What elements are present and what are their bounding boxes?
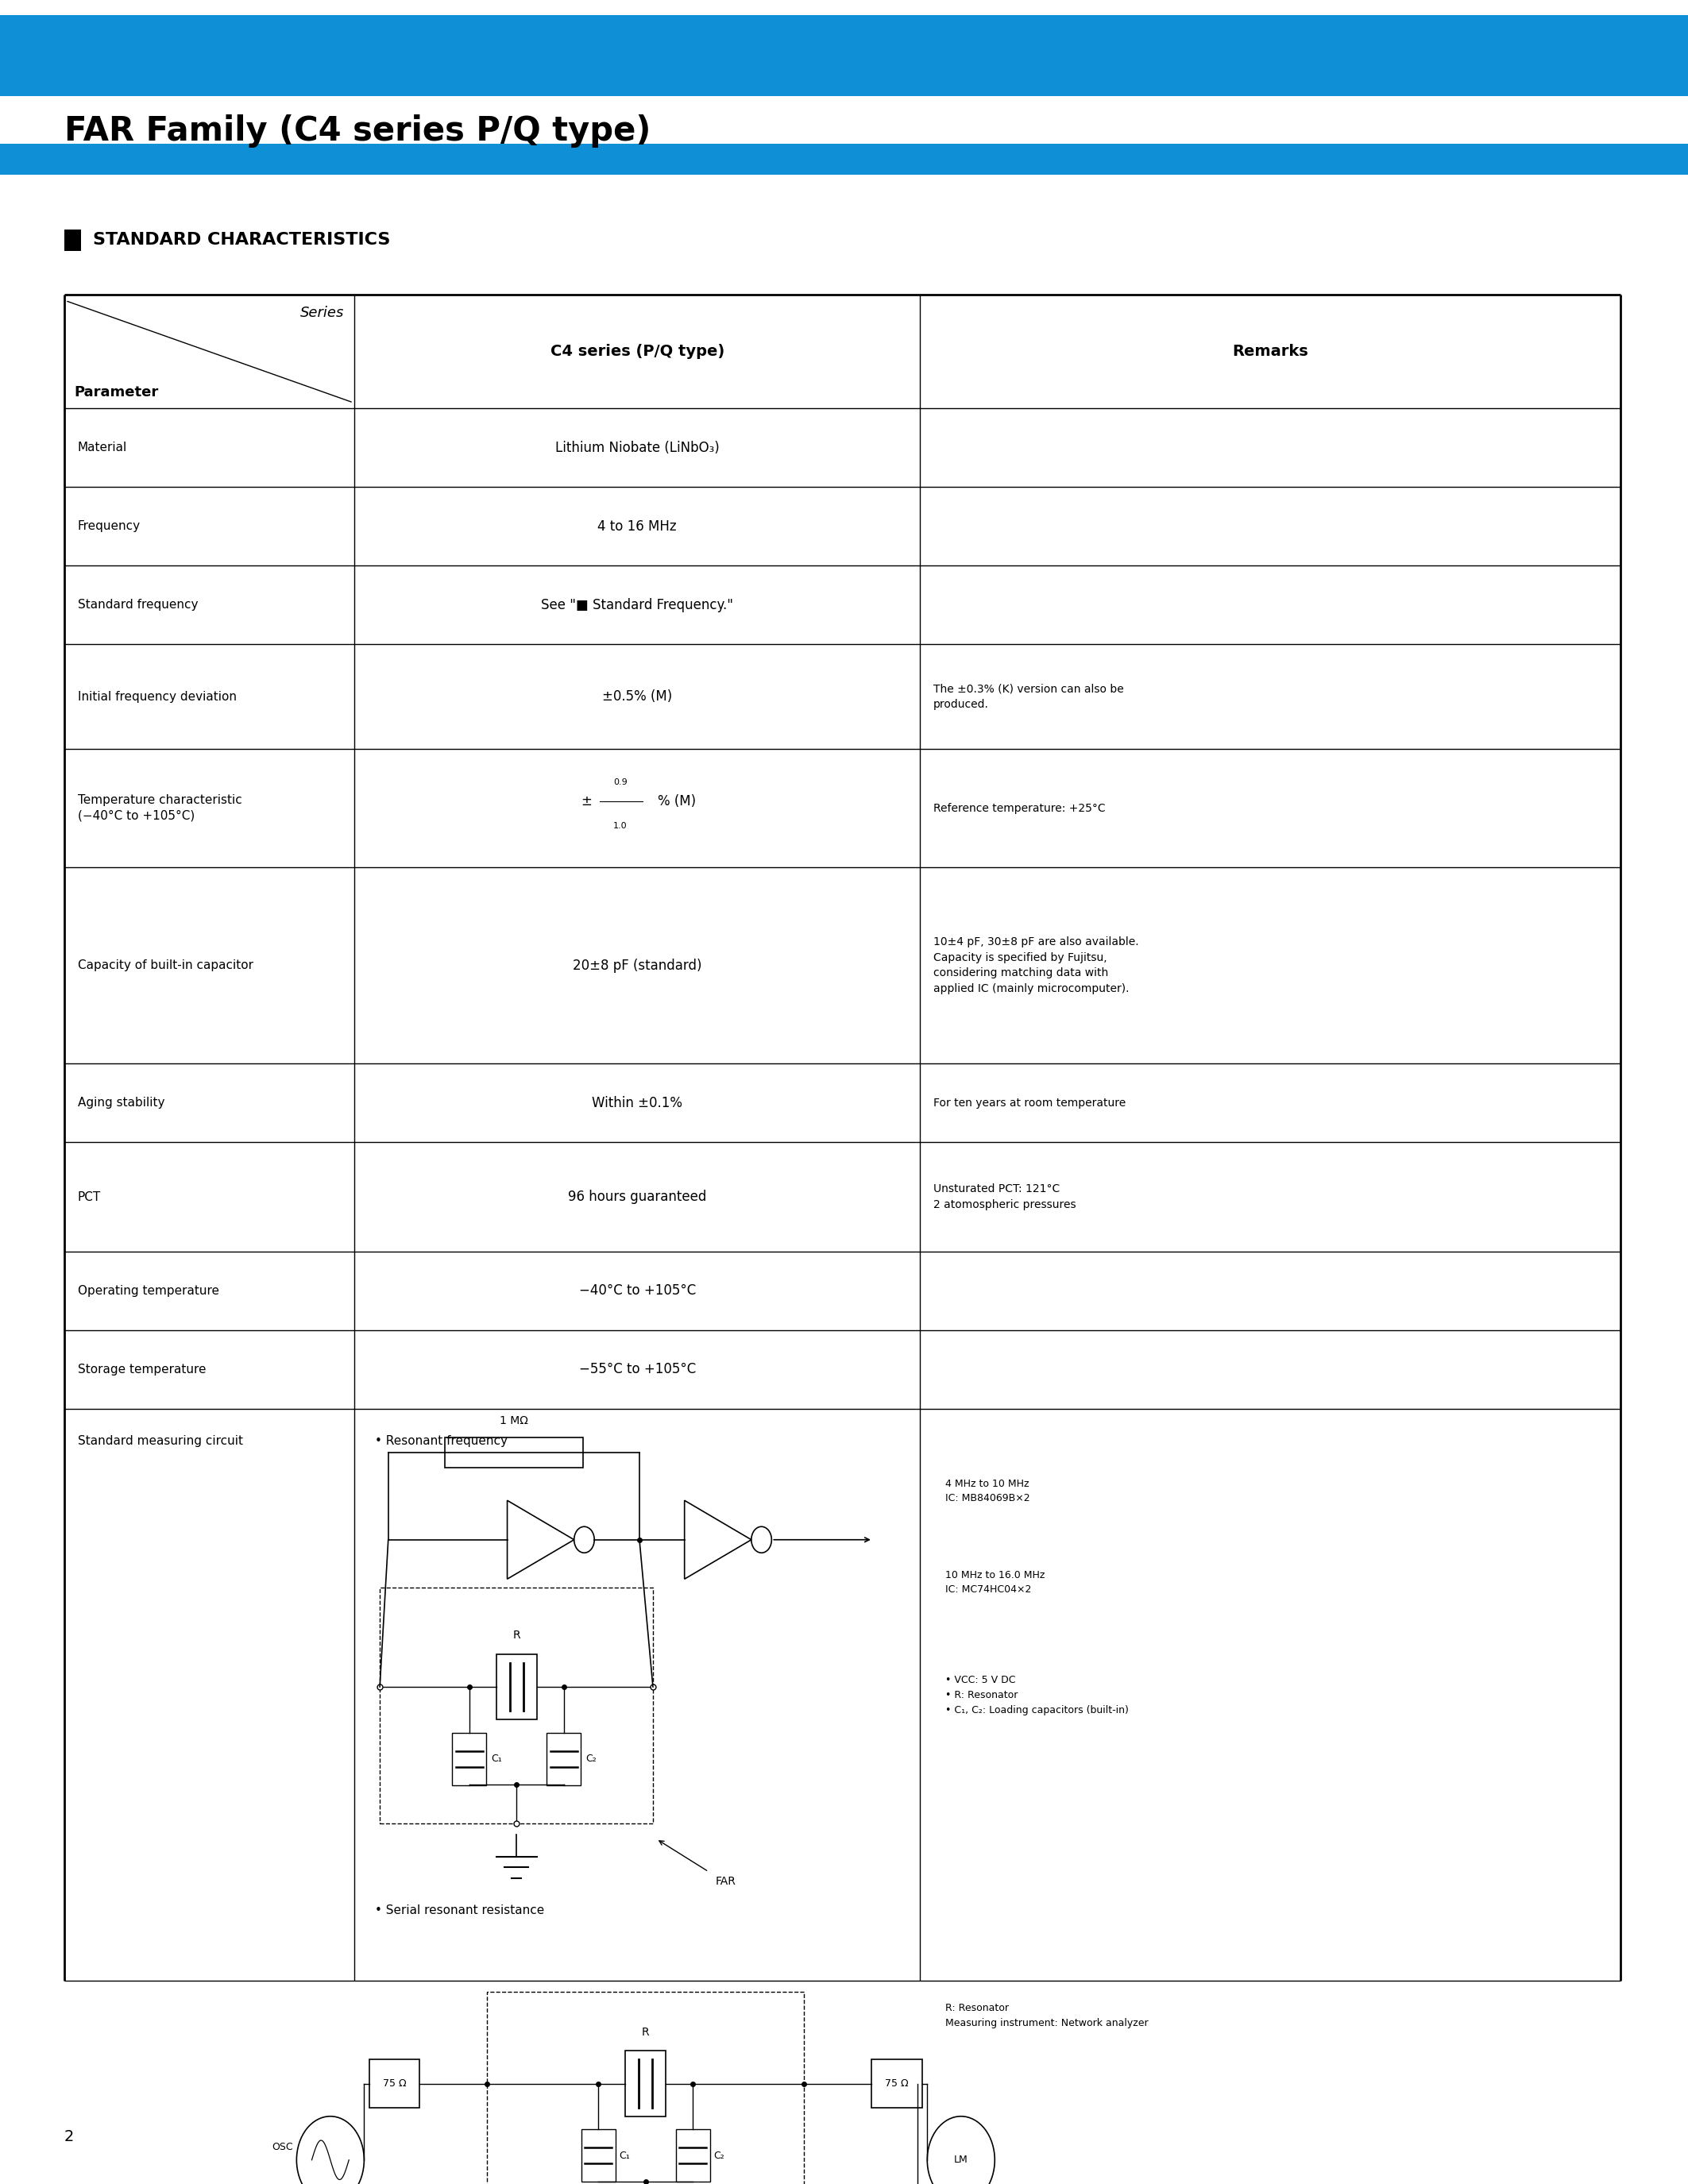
Text: PCT: PCT [78, 1190, 101, 1203]
Bar [370, 2060, 420, 2108]
Text: Storage temperature: Storage temperature [78, 1363, 206, 1376]
Text: C₂: C₂ [586, 1754, 596, 1765]
Bar [0, 15, 1688, 96]
Text: 4 MHz to 10 MHz
IC: MB84069B×2: 4 MHz to 10 MHz IC: MB84069B×2 [945, 1479, 1030, 1503]
Bar [547, 1732, 581, 1784]
Text: 10±4 pF, 30±8 pF are also available.
Capacity is specified by Fujitsu,
consideri: 10±4 pF, 30±8 pF are also available. Cap… [933, 937, 1139, 994]
Text: Remarks: Remarks [1232, 345, 1308, 358]
Text: Lithium Niobate (LiNbO₃): Lithium Niobate (LiNbO₃) [555, 441, 719, 454]
Text: FAR: FAR [716, 1876, 736, 1887]
Text: C₂: C₂ [714, 2151, 724, 2160]
Text: Capacity of built-in capacitor: Capacity of built-in capacitor [78, 959, 253, 972]
Text: 10 MHz to 16.0 MHz
IC: MC74HC04×2: 10 MHz to 16.0 MHz IC: MC74HC04×2 [945, 1570, 1045, 1594]
Text: Reference temperature: +25°C: Reference temperature: +25°C [933, 802, 1106, 815]
Text: R: R [641, 2027, 650, 2038]
Bar [64, 229, 81, 251]
Text: Within ±0.1%: Within ±0.1% [592, 1096, 682, 1109]
Text: C₁: C₁ [491, 1754, 501, 1765]
Text: Material: Material [78, 441, 127, 454]
Text: Standard measuring circuit: Standard measuring circuit [78, 1435, 243, 1446]
Text: C4 series (P/Q type): C4 series (P/Q type) [550, 345, 724, 358]
Text: 75 Ω: 75 Ω [885, 2079, 908, 2088]
Text: Operating temperature: Operating temperature [78, 1284, 219, 1297]
Bar [581, 2129, 614, 2182]
Text: −40°C to +105°C: −40°C to +105°C [579, 1284, 695, 1297]
Text: % (M): % (M) [658, 795, 695, 808]
Text: 2: 2 [64, 2129, 74, 2145]
Text: 4 to 16 MHz: 4 to 16 MHz [598, 520, 677, 533]
Text: R: Resonator
Measuring instrument: Network analyzer: R: Resonator Measuring instrument: Netwo… [945, 2003, 1148, 2029]
Text: FAR Family (C4 series P/Q type): FAR Family (C4 series P/Q type) [64, 114, 650, 149]
Text: Aging stability: Aging stability [78, 1096, 165, 1109]
Text: Initial frequency deviation: Initial frequency deviation [78, 690, 236, 703]
Text: 20±8 pF (standard): 20±8 pF (standard) [572, 959, 702, 972]
Text: • VCC: 5 V DC
• R: Resonator
• C₁, C₂: Loading capacitors (built-in): • VCC: 5 V DC • R: Resonator • C₁, C₂: L… [945, 1675, 1129, 1717]
Text: Standard frequency: Standard frequency [78, 598, 197, 612]
Text: The ±0.3% (K) version can also be
produced.: The ±0.3% (K) version can also be produc… [933, 684, 1124, 710]
Bar [675, 2129, 709, 2182]
Text: ±: ± [581, 795, 592, 808]
Text: For ten years at room temperature: For ten years at room temperature [933, 1096, 1126, 1109]
Text: STANDARD CHARACTERISTICS: STANDARD CHARACTERISTICS [93, 232, 390, 249]
Bar [496, 1653, 537, 1719]
Bar [625, 2051, 665, 2116]
Text: LM: LM [954, 2156, 967, 2164]
Text: Temperature characteristic
(−40°C to +105°C): Temperature characteristic (−40°C to +10… [78, 795, 241, 821]
Text: • Serial resonant resistance: • Serial resonant resistance [375, 1904, 544, 1915]
Text: See "■ Standard Frequency.": See "■ Standard Frequency." [542, 598, 733, 612]
Text: R: R [513, 1629, 520, 1640]
Text: 1.0: 1.0 [613, 821, 628, 830]
Text: • Resonant frequency: • Resonant frequency [375, 1435, 508, 1446]
Bar [444, 1437, 582, 1468]
Text: Frequency: Frequency [78, 520, 140, 533]
Bar [871, 2060, 922, 2108]
Text: Parameter: Parameter [74, 384, 159, 400]
Text: C₁: C₁ [618, 2151, 630, 2160]
Text: 75 Ω: 75 Ω [383, 2079, 407, 2088]
Text: 96 hours guaranteed: 96 hours guaranteed [567, 1190, 707, 1203]
Text: ±0.5% (M): ±0.5% (M) [603, 690, 672, 703]
Text: OSC: OSC [272, 2143, 294, 2151]
Text: Series: Series [300, 306, 344, 321]
Text: 1 MΩ: 1 MΩ [500, 1415, 528, 1426]
Text: Unsturated PCT: 121°C
2 atomospheric pressures: Unsturated PCT: 121°C 2 atomospheric pre… [933, 1184, 1077, 1210]
Text: 0.9: 0.9 [613, 778, 628, 786]
Bar [0, 144, 1688, 175]
Text: −55°C to +105°C: −55°C to +105°C [579, 1363, 695, 1376]
Bar [452, 1732, 486, 1784]
